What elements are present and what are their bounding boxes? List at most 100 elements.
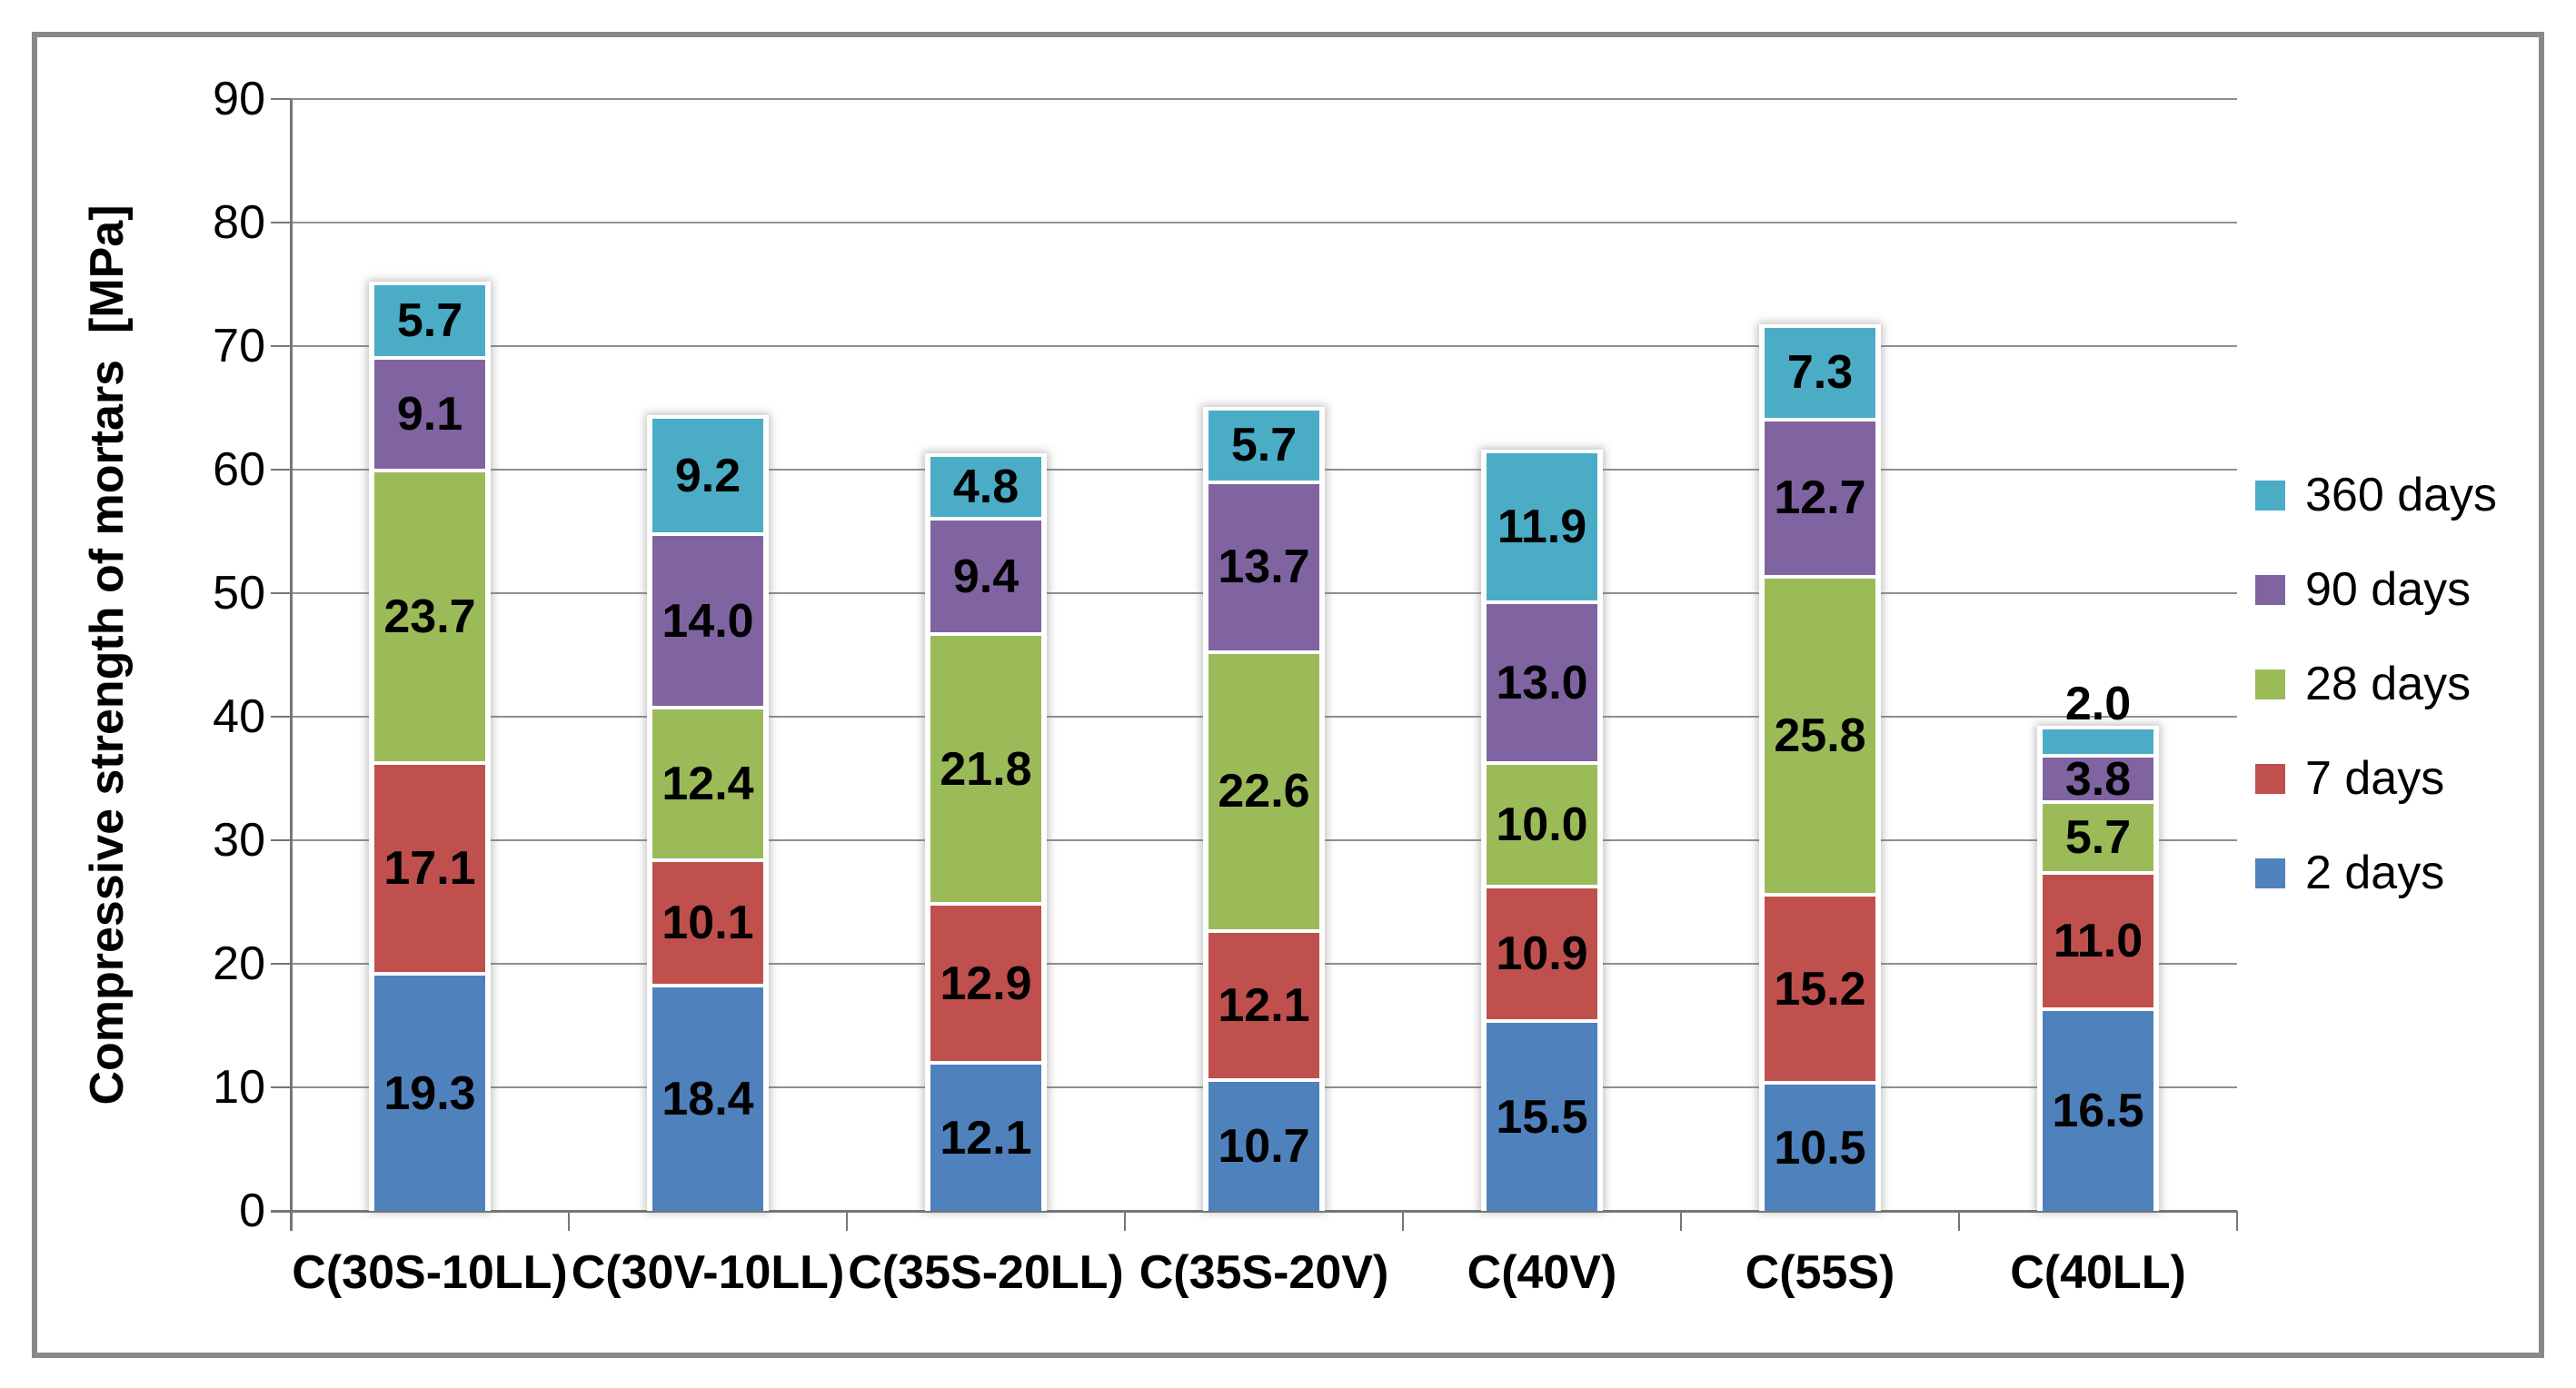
gridline [291,98,2237,100]
y-axis-tick-mark [271,1086,291,1088]
y-axis-tick-label: 90 [213,73,265,125]
bar-segment-value-label: 5.7 [1230,419,1298,472]
bar-segment: 10.0 [1487,760,1597,885]
bar-segment: 19.3 [374,972,485,1211]
bar-segment-value-label: 7.3 [1786,346,1854,400]
bar-segment: 13.7 [1208,481,1319,650]
bar-segment-value-label: 12.4 [661,758,754,811]
bar-segment-value-label: 10.1 [661,897,754,950]
x-axis-tick-mark [1680,1211,1682,1231]
legend-label: 28 days [2305,658,2472,710]
bar: 7.3 12.7 25.8 15.2 10.5 [1759,323,1881,1211]
y-axis-tick-label: 80 [213,196,265,249]
bar-segment: 9.4 [930,516,1041,633]
bar-segment: 12.1 [930,1061,1041,1211]
bar-segment-value-label: 5.7 [396,294,463,348]
legend-label: 2 days [2305,847,2445,899]
bar-segment: 10.9 [1487,884,1597,1020]
gridline [291,345,2237,347]
bar-segment: 10.1 [652,858,763,984]
bar-segment-value-label: 9.1 [396,387,463,441]
x-axis-category-label: C(40V) [1467,1246,1617,1299]
bar-segment-value-label: 11.0 [2053,914,2143,967]
y-axis-tick-mark [271,963,291,965]
bar-segment-value-label: 14.0 [661,594,754,648]
y-axis-tick-mark [271,469,291,471]
bar-segment-value-label: 11.9 [1497,501,1587,554]
legend-label: 360 days [2305,469,2498,521]
bar-segment-value-label: 15.5 [1496,1090,1588,1144]
bar-segment-value-label: 18.4 [661,1072,754,1125]
bar-segment-value-label: 12.9 [940,957,1032,1010]
bar-segment: 22.6 [1208,649,1319,929]
bar-segment-value-label: 17.1 [383,842,476,896]
y-axis-tick-mark [271,345,291,347]
bar-segment: 23.7 [374,468,485,761]
bar-segment: 13.0 [1487,600,1597,761]
bar-segment: 9.2 [652,419,763,533]
bar-segment: 7.3 [1765,327,1875,418]
x-axis-category-label: C(30S-10LL) [292,1246,568,1299]
y-axis-tick-label: 0 [239,1185,265,1237]
bar-segment-value-label: 10.7 [1218,1120,1310,1174]
y-axis-tick-mark [271,716,291,718]
bar: 11.9 13.0 10.0 10.9 15.5 [1481,450,1603,1211]
bar-segment: 25.8 [1765,574,1875,894]
bar: 4.8 9.4 21.8 12.9 12.1 [925,453,1047,1211]
bar-segment-value-label: 2.0 [2064,677,2132,730]
bar-segment-value-label: 3.8 [2064,752,2132,806]
bar-segment-value-label: 25.8 [1774,709,1866,763]
bar-segment: 9.1 [374,355,485,469]
legend-swatch [2255,574,2285,605]
y-axis-tick-label: 60 [213,443,265,496]
y-axis-tick-label: 50 [213,567,265,620]
bar-segment: 21.8 [930,632,1041,902]
bar-segment: 15.2 [1765,893,1875,1082]
x-axis-tick-mark [846,1211,848,1231]
bar-segment: 11.0 [2043,870,2153,1007]
x-axis-line [271,1210,2237,1213]
bar-segment: 16.5 [2043,1006,2153,1211]
legend-item: 7 days [2255,731,2497,826]
bar-segment-value-label: 15.2 [1774,962,1866,1016]
x-axis-tick-mark [1124,1211,1126,1231]
bar-segment-value-label: 10.0 [1496,798,1588,851]
bar-segment: 12.9 [930,901,1041,1062]
bar-segment: 5.7 [2043,800,2153,871]
x-axis-tick-mark [568,1211,570,1231]
legend-swatch [2255,480,2285,511]
bar-segment-value-label: 9.2 [674,449,741,502]
y-axis-tick-mark [271,839,291,841]
bar: 5.7 13.7 22.6 12.1 10.7 [1203,406,1325,1211]
x-axis-category-label: C(30V-10LL) [571,1246,845,1299]
bar: 2.0 3.8 5.7 11.0 16.5 [2037,680,2159,1211]
bar: 9.2 14.0 12.4 10.1 18.4 [647,415,769,1211]
bar-segment: 14.0 [652,532,763,706]
bar-segment-value-label: 21.8 [940,742,1032,796]
bar-segment-value-label: 12.1 [1218,979,1310,1033]
bar-segment-value-label: 10.9 [1496,927,1588,981]
y-axis-tick-mark [271,98,291,100]
bar-segment: 2.0 [2043,680,2153,754]
legend-swatch [2255,858,2285,888]
bar-segment: 18.4 [652,983,763,1211]
bar-segment: 12.7 [1765,417,1875,575]
bar-segment: 10.5 [1765,1081,1875,1211]
y-axis-tick-label: 20 [213,937,265,990]
y-axis-tick-mark [271,222,291,223]
bar-segment-value-label: 16.5 [2052,1084,2144,1137]
bar-segment-value-label: 4.8 [952,461,1019,514]
bar-segment: 3.8 [2043,752,2153,806]
bar-segment-value-label: 13.0 [1496,656,1588,709]
bar-segment: 5.7 [374,285,485,356]
bar-segment-value-label: 22.6 [1218,765,1310,818]
x-axis-tick-mark [2236,1211,2238,1231]
bar-segment-value-label: 19.3 [383,1066,476,1120]
bar-segment: 10.7 [1208,1078,1319,1211]
x-axis-tick-mark [1958,1211,1960,1231]
gridline [291,222,2237,223]
legend-item: 90 days [2255,542,2497,637]
bar-segment-value-label: 23.7 [383,590,476,643]
y-axis-line [290,99,293,1231]
